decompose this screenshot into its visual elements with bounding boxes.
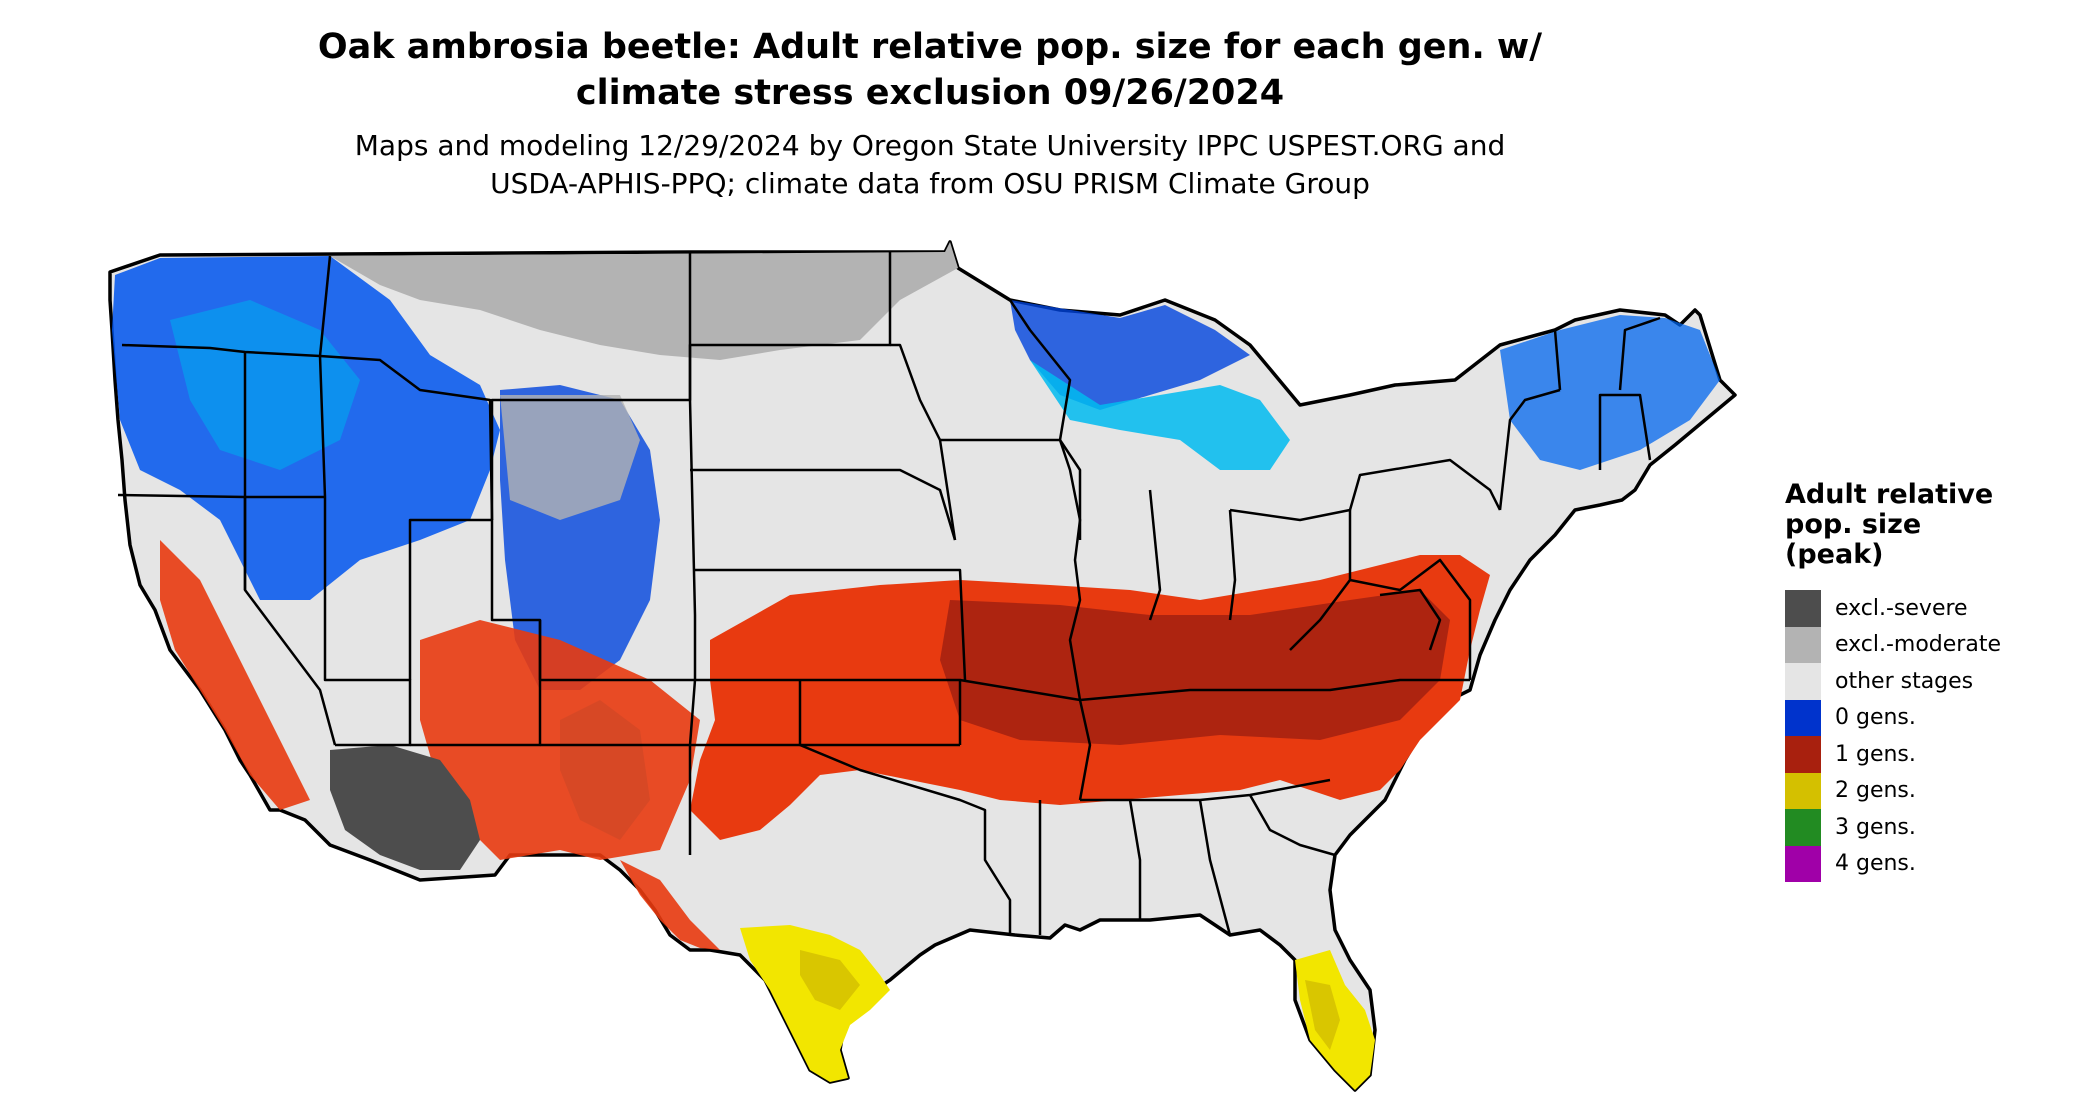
legend-title-line-1: Adult relative (1785, 479, 1994, 510)
legend-label-0-gens: 0 gens. (1835, 705, 1916, 731)
zone-excl-severe-arizona (330, 745, 480, 870)
zone-2-gens-texas-dark (800, 950, 860, 1010)
subtitle-line-1: Maps and modeling 12/29/2024 by Oregon S… (354, 129, 1506, 162)
map-title: Oak ambrosia beetle: Adult relative pop.… (0, 24, 1860, 116)
state-borders (117, 252, 1661, 936)
legend-item-3-gens: 3 gens. (1785, 809, 2085, 846)
legend-swatch-4-gens (1785, 845, 1821, 882)
legend-label-2-gens: 2 gens. (1835, 778, 1916, 804)
legend-swatch-other-stages (1785, 663, 1821, 700)
legend-swatch-2-gens (1785, 772, 1821, 809)
legend-swatch-excl-severe (1785, 590, 1821, 627)
zone-excl-moderate-wyoming (500, 395, 640, 520)
zone-0-gens-northeast (1500, 315, 1720, 470)
map-subtitle: Maps and modeling 12/29/2024 by Oregon S… (0, 127, 1860, 203)
legend-swatch-0-gens (1785, 699, 1821, 736)
legend-item-excl-moderate: excl.-moderate (1785, 626, 2085, 663)
legend-label-3-gens: 3 gens. (1835, 814, 1916, 840)
zone-0-gens-light-northwest (170, 300, 360, 470)
legend-label-excl-moderate: excl.-moderate (1835, 632, 2001, 658)
legend-item-other-stages: other stages (1785, 663, 2085, 700)
zone-1-gens-belt-dark (940, 590, 1450, 745)
legend-item-4-gens: 4 gens. (1785, 845, 2085, 882)
legend-swatch-excl-moderate (1785, 626, 1821, 663)
legend-item-2-gens: 2 gens. (1785, 772, 2085, 809)
title-line-2: climate stress exclusion 09/26/2024 (575, 73, 1285, 113)
zone-2-gens-texas (740, 925, 890, 1082)
zone-0-gens-light-great-lakes (1030, 360, 1290, 470)
legend-item-0-gens: 0 gens. (1785, 699, 2085, 736)
legend-label-1-gens: 1 gens. (1835, 741, 1916, 767)
us-map-svg (108, 240, 1737, 1092)
legend-swatch-1-gens (1785, 736, 1821, 773)
legend-item-1-gens: 1 gens. (1785, 736, 2085, 773)
legend-label-other-stages: other stages (1835, 668, 1974, 694)
legend-label-excl-severe: excl.-severe (1835, 595, 1968, 621)
legend: Adult relative pop. size (peak) excl.-se… (1785, 480, 2085, 882)
legend-title: Adult relative pop. size (peak) (1785, 480, 2085, 570)
legend-title-line-3: (peak) (1785, 539, 1884, 570)
zone-2-gens-florida-dark (1305, 980, 1340, 1050)
legend-item-excl-severe: excl.-severe (1785, 590, 2085, 627)
title-line-1: Oak ambrosia beetle: Adult relative pop.… (317, 27, 1543, 67)
zone-1-gens-texas (620, 860, 720, 950)
legend-swatch-3-gens (1785, 809, 1821, 846)
us-map (105, 235, 1755, 1115)
legend-title-line-2: pop. size (1785, 509, 1922, 540)
legend-items: excl.-severe excl.-moderate other stages… (1785, 590, 2085, 882)
legend-label-4-gens: 4 gens. (1835, 851, 1916, 877)
subtitle-line-2: USDA-APHIS-PPQ; climate data from OSU PR… (490, 167, 1370, 200)
zone-1-gens-california (160, 540, 310, 810)
zone-excl-moderate-north (330, 242, 958, 360)
